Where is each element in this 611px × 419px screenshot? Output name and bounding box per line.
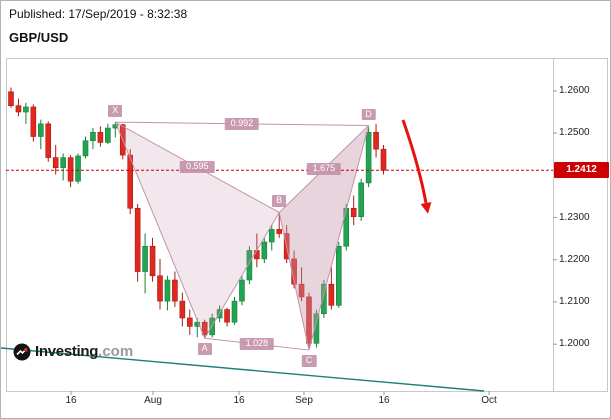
candle-body [298, 283, 305, 298]
pattern-line [114, 121, 206, 339]
pattern-fill [279, 125, 369, 351]
pattern-ratio-label: 1.028 [239, 338, 275, 351]
candle-body [105, 127, 111, 143]
investing-logo-suffix: .com [98, 343, 134, 360]
current-price-tag: 1.2412 [554, 162, 609, 179]
candle-body [142, 245, 148, 272]
candle-body [224, 309, 230, 323]
candle-body [112, 124, 119, 129]
pattern-point-label: B [272, 195, 287, 208]
candle-body [350, 207, 357, 217]
candle-body [380, 148, 387, 171]
pattern-ratio-label: 0.595 [179, 161, 215, 174]
y-axis-label: 1.2000 [559, 338, 590, 350]
x-axis-label: 16 [233, 395, 245, 406]
candle-body [15, 105, 22, 113]
candle-body [194, 321, 201, 327]
candle-body [134, 207, 141, 272]
chart-frame [6, 58, 608, 392]
pattern-point-label: X [108, 105, 123, 118]
down-arrow [401, 119, 428, 204]
candle-body [8, 91, 14, 106]
candle-body [179, 300, 186, 319]
candle-body [328, 283, 335, 306]
symbol-title: GBP/USD [9, 30, 69, 45]
candle-body [172, 279, 178, 302]
candle-body [306, 296, 312, 344]
investing-logo-icon [13, 343, 31, 361]
published-timestamp: Published: 17/Sep/2019 - 8:32:38 [9, 7, 188, 21]
pattern-point-label: A [197, 343, 212, 356]
candle-body [313, 313, 320, 344]
pattern-ratio-label: 1.675 [306, 163, 342, 175]
pattern-point-label: C [301, 355, 317, 367]
pattern-point-label: D [361, 108, 376, 121]
x-axis-label: Aug [144, 395, 162, 406]
candle-body [149, 245, 156, 277]
candle-body [268, 229, 275, 243]
candle-body [358, 182, 364, 217]
candle-body [75, 155, 81, 182]
x-axis-label: Sep [295, 395, 313, 406]
candle-body [45, 123, 52, 158]
y-axis-label: 1.2200 [559, 253, 590, 265]
candle-body [239, 279, 245, 302]
pattern-line [308, 125, 370, 351]
candle-body [157, 275, 163, 302]
candle-body [60, 157, 66, 169]
candle-body [52, 157, 59, 169]
pattern-fill [115, 122, 280, 339]
candle-body [127, 154, 133, 209]
pattern-line [204, 212, 280, 339]
candle-body [67, 157, 74, 182]
candle-body [187, 317, 193, 327]
x-axis-label: 16 [378, 395, 390, 406]
candle-body [276, 229, 283, 234]
candle-body [164, 279, 171, 302]
pattern-line [278, 212, 310, 351]
y-axis-label: 1.2100 [559, 295, 590, 307]
candle-body [335, 245, 342, 306]
candle-body [82, 140, 89, 157]
y-axis-label: 1.2300 [559, 211, 590, 223]
candle-body [23, 106, 29, 113]
candle-body [373, 131, 379, 150]
candle-body [231, 300, 238, 323]
candle-body [246, 250, 253, 281]
candle-body [261, 241, 268, 260]
trendline [1, 347, 485, 392]
investing-logo-text: Investing [35, 343, 99, 360]
y-axis-label: 1.2600 [559, 84, 590, 96]
x-axis-label: 16 [65, 395, 77, 406]
candle-body [365, 131, 372, 184]
pattern-ratio-label: 0.992 [224, 117, 260, 130]
candle-body [37, 123, 44, 137]
investing-logo: Investing.com [13, 343, 133, 361]
candle-body [201, 321, 208, 336]
candle-body [30, 106, 37, 137]
candle-body [321, 283, 327, 315]
y-axis-label: 1.2500 [559, 127, 590, 139]
x-axis-label: Oct [481, 395, 497, 406]
candle-body [97, 131, 104, 143]
down-arrow-head [420, 201, 432, 214]
candle-body [90, 131, 96, 142]
